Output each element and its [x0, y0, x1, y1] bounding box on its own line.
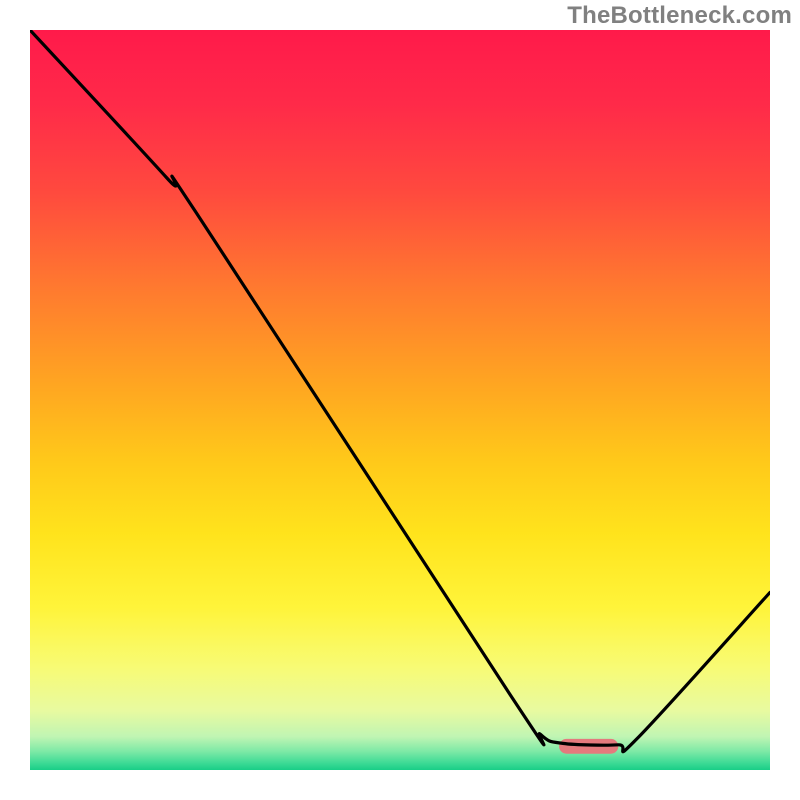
chart-svg: [30, 30, 770, 770]
gradient-background: [30, 30, 770, 770]
chart-area: [30, 30, 770, 770]
watermark-text: TheBottleneck.com: [567, 2, 792, 30]
canvas: TheBottleneck.com: [0, 0, 800, 800]
